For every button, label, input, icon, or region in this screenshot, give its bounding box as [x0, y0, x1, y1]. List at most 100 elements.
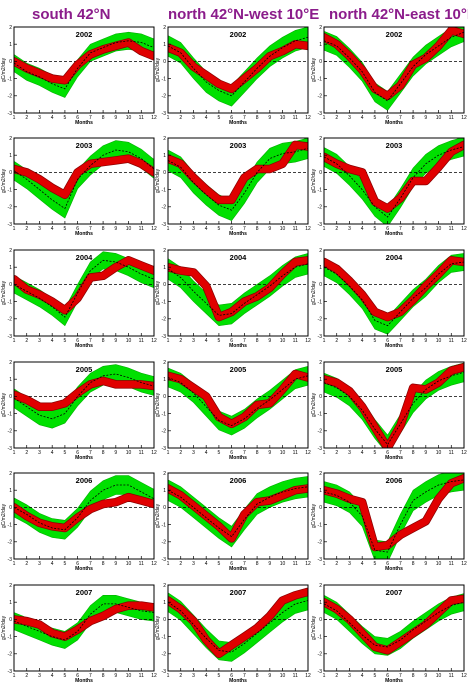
x-tick-label: 1	[13, 450, 16, 456]
x-axis-label: Months	[75, 120, 93, 126]
x-tick-label: 2	[25, 115, 28, 121]
plot-area	[168, 138, 308, 221]
y-tick-label: -1	[318, 187, 323, 193]
y-tick-label: 0	[163, 170, 166, 176]
y-tick-label: 0	[319, 617, 322, 623]
y-axis-label: gC/m2/day	[1, 503, 7, 528]
x-tick-label: 11	[139, 115, 144, 121]
x-tick-label: 9	[114, 115, 117, 121]
y-tick-label: -2	[318, 317, 323, 323]
x-tick-label: 7	[89, 450, 92, 456]
x-tick-label: 10	[436, 115, 442, 121]
y-tick-label: 0	[319, 505, 322, 511]
y-tick-label: 1	[163, 488, 166, 494]
x-tick-label: 5	[218, 673, 221, 679]
x-tick-label: 5	[374, 673, 377, 679]
x-tick-label: 8	[102, 226, 105, 232]
y-tick-label: -2	[162, 205, 167, 211]
observed-band-red	[168, 588, 308, 658]
model-mean-line	[14, 603, 154, 641]
x-tick-label: 1	[167, 561, 170, 567]
model-mean-line	[168, 375, 308, 427]
y-tick-label: 2	[163, 583, 166, 589]
plot-area	[168, 253, 308, 327]
x-tick-label: 1	[167, 115, 170, 121]
x-tick-label: 11	[293, 450, 298, 456]
x-tick-label: 3	[348, 450, 351, 456]
observed-band-red	[14, 493, 154, 532]
axes-frame	[13, 26, 155, 114]
y-tick-label: 2	[319, 136, 322, 142]
y-tick-label: 2	[319, 360, 322, 366]
y-tick-label: 1	[319, 42, 322, 48]
x-tick-label: 7	[399, 673, 402, 679]
y-tick-label: 2	[9, 360, 12, 366]
x-tick-label: 9	[268, 226, 271, 232]
x-tick-label: 4	[361, 115, 364, 121]
x-tick-label: 4	[205, 450, 208, 456]
y-tick-label: -1	[318, 76, 323, 82]
y-tick-label: -1	[8, 299, 13, 305]
model-mean-line	[324, 146, 464, 218]
x-tick-label: 9	[424, 673, 427, 679]
x-tick-label: 7	[89, 338, 92, 344]
x-tick-label: 9	[424, 450, 427, 456]
x-tick-label: 8	[102, 561, 105, 567]
x-tick-label: 3	[192, 561, 195, 567]
x-tick-label: 12	[151, 338, 157, 344]
x-axis-label: Months	[385, 231, 403, 237]
plot-area	[168, 27, 308, 107]
y-tick-label: -1	[8, 411, 13, 417]
x-tick-label: 6	[230, 226, 233, 232]
x-axis-label: Months	[229, 455, 247, 461]
y-tick-label: 1	[319, 377, 322, 383]
plot-area	[14, 31, 154, 98]
x-axis-label: Months	[385, 455, 403, 461]
model-mean-line	[168, 486, 308, 538]
x-tick-label: 4	[205, 338, 208, 344]
x-tick-label: 10	[436, 673, 442, 679]
x-tick-label: 12	[151, 450, 157, 456]
x-tick-label: 4	[361, 450, 364, 456]
model-mean-line	[324, 31, 464, 102]
x-tick-label: 10	[280, 226, 286, 232]
y-axis-label: gC/m2/day	[311, 57, 317, 82]
x-tick-label: 12	[461, 561, 467, 567]
column-title-north-west: north 42°N-west 10°E	[168, 6, 320, 23]
x-tick-label: 8	[256, 115, 259, 121]
x-tick-label: 3	[38, 226, 41, 232]
x-tick-label: 4	[51, 115, 54, 121]
plot-area	[324, 27, 464, 111]
y-axis-label: gC/m2/day	[1, 392, 7, 417]
x-tick-label: 8	[102, 338, 105, 344]
x-tick-label: 7	[399, 450, 402, 456]
x-tick-label: 12	[151, 226, 157, 232]
y-tick-label: 0	[9, 617, 12, 623]
x-tick-label: 12	[151, 115, 157, 121]
x-tick-label: 4	[361, 338, 364, 344]
y-axis-label: gC/m2/day	[311, 168, 317, 193]
x-tick-label: 7	[89, 226, 92, 232]
y-tick-label: 1	[319, 600, 322, 606]
y-axis-label: gC/m2/day	[155, 57, 161, 82]
x-tick-label: 2	[25, 561, 28, 567]
x-tick-label: 10	[436, 338, 442, 344]
x-tick-label: 5	[218, 226, 221, 232]
observed-band-red	[168, 256, 308, 321]
panel-year-label: 2007	[76, 588, 93, 597]
uncertainty-band-green	[324, 593, 464, 656]
y-axis-label: gC/m2/day	[1, 57, 7, 82]
y-tick-label: -3	[8, 111, 13, 117]
panel-year-label: 2004	[230, 253, 248, 262]
y-tick-label: -3	[162, 669, 167, 675]
y-tick-label: 1	[319, 488, 322, 494]
x-tick-label: 6	[230, 450, 233, 456]
x-tick-label: 11	[293, 673, 298, 679]
x-tick-label: 5	[374, 561, 377, 567]
y-tick-label: -2	[318, 94, 323, 100]
